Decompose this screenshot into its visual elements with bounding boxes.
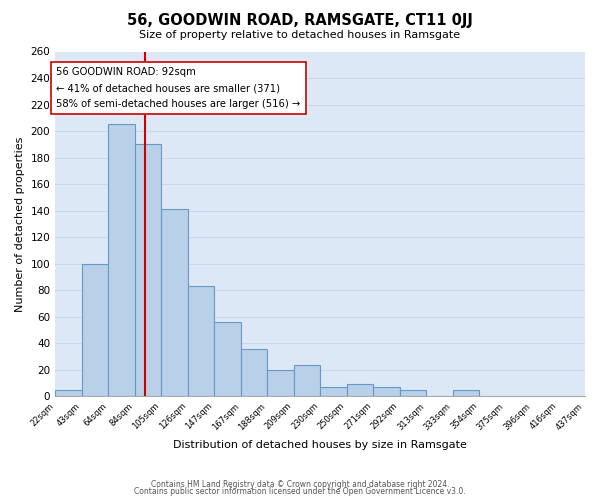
Bar xyxy=(82,264,108,396)
Bar xyxy=(400,390,426,396)
Bar xyxy=(161,210,188,396)
Y-axis label: Number of detached properties: Number of detached properties xyxy=(15,136,25,312)
Bar xyxy=(267,370,293,396)
Bar xyxy=(452,390,479,396)
Bar xyxy=(134,144,161,396)
Text: 56, GOODWIN ROAD, RAMSGATE, CT11 0JJ: 56, GOODWIN ROAD, RAMSGATE, CT11 0JJ xyxy=(127,12,473,28)
X-axis label: Distribution of detached houses by size in Ramsgate: Distribution of detached houses by size … xyxy=(173,440,467,450)
Bar xyxy=(108,124,134,396)
Bar xyxy=(293,364,320,396)
Bar xyxy=(320,387,347,396)
Bar xyxy=(373,387,400,396)
Bar xyxy=(55,390,82,396)
Text: Contains public sector information licensed under the Open Government Licence v3: Contains public sector information licen… xyxy=(134,487,466,496)
Text: Size of property relative to detached houses in Ramsgate: Size of property relative to detached ho… xyxy=(139,30,461,40)
Bar xyxy=(214,322,241,396)
Text: Contains HM Land Registry data © Crown copyright and database right 2024.: Contains HM Land Registry data © Crown c… xyxy=(151,480,449,489)
Bar xyxy=(347,384,373,396)
Bar xyxy=(241,348,267,397)
Bar xyxy=(188,286,214,397)
Text: 56 GOODWIN ROAD: 92sqm
← 41% of detached houses are smaller (371)
58% of semi-de: 56 GOODWIN ROAD: 92sqm ← 41% of detached… xyxy=(56,68,301,108)
